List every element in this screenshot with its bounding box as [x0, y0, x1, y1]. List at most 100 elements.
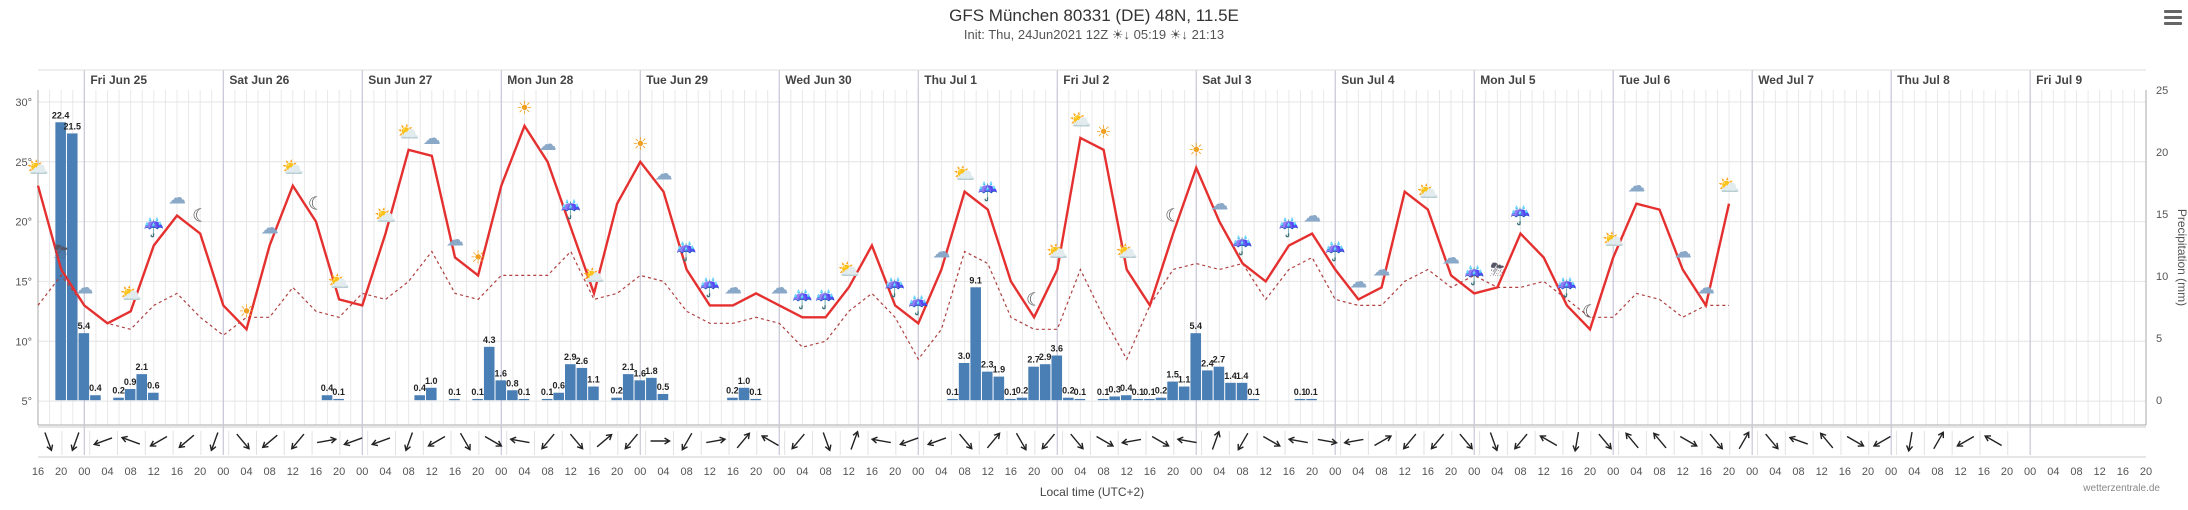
wind-arrow [209, 432, 219, 452]
precip-label: 0.1 [1294, 387, 1307, 397]
precip-label: 21.5 [63, 121, 81, 131]
x-tick-label: 12 [1955, 466, 1967, 478]
wind-arrow [1738, 431, 1750, 450]
wind-arrow [1933, 431, 1945, 450]
cloud-icon: ☁ [770, 277, 788, 297]
x-tick-label: 20 [1306, 466, 1318, 478]
wind-arrow [650, 437, 671, 445]
precip-label: 0.1 [1305, 387, 1318, 397]
sun-icon: ☀ [238, 301, 254, 321]
precip-bar [495, 380, 507, 401]
rain-icon: ☔ [1231, 234, 1253, 255]
partly-sunny-icon: ⛅ [838, 259, 860, 279]
x-tick-label: 04 [1074, 466, 1086, 478]
precip-label: 2.9 [564, 352, 577, 362]
x-tick-label: 08 [1792, 466, 1804, 478]
x-tick-label: 16 [2117, 466, 2129, 478]
x-tick-label: 12 [1399, 466, 1411, 478]
x-tick-label: 08 [542, 466, 554, 478]
precip-label: 1.6 [495, 368, 508, 378]
precip-bar [1190, 333, 1202, 401]
precip-bar [113, 397, 124, 401]
x-tick-label: 20 [2140, 466, 2152, 478]
precip-bar [1109, 396, 1120, 401]
rain-icon: ☔ [977, 181, 999, 202]
x-tick-label: 12 [1538, 466, 1550, 478]
x-tick-label: 00 [1885, 466, 1897, 478]
wind-arrow [822, 432, 832, 452]
precip-label: 2.4 [1201, 358, 1214, 368]
x-tick-label: 16 [449, 466, 461, 478]
precip-bar [483, 346, 495, 401]
x-tick-label: 20 [333, 466, 345, 478]
x-tick-label: 04 [1352, 466, 1364, 478]
wind-arrow [899, 437, 919, 447]
cloud-icon: ☁ [932, 241, 950, 261]
wind-arrow [1765, 433, 1779, 450]
x-tick-label: 08 [958, 466, 970, 478]
wind-arrow [149, 435, 168, 447]
x-tick-label: 04 [2047, 466, 2059, 478]
x-tick-label: 00 [356, 466, 368, 478]
precip-bar [1039, 364, 1051, 401]
precip-label: 0.1 [332, 387, 345, 397]
precip-bar [449, 398, 460, 401]
precip-label: 0.1 [1074, 387, 1087, 397]
precip-bar [970, 287, 981, 401]
x-tick-label: 12 [982, 466, 994, 478]
precip-label: 0.4 [89, 383, 102, 393]
day-label: Sun Jun 27 [368, 73, 432, 87]
wind-arrow [596, 433, 613, 448]
x-tick-label: 16 [1839, 466, 1851, 478]
x-tick-label: 20 [1167, 466, 1179, 478]
y2-axis-label: Precipitation (mm) [2175, 209, 2188, 306]
wind-arrow [1625, 432, 1639, 449]
partly-sunny-icon: ⛅ [583, 265, 605, 285]
wind-arrow [44, 432, 54, 452]
cloud-icon: ☁ [423, 128, 441, 148]
precip-bar [1074, 398, 1086, 401]
cloud-icon: ☁ [446, 230, 464, 250]
x-tick-label: 08 [819, 466, 831, 478]
precip-bar [958, 362, 970, 401]
x-tick-label: 00 [495, 466, 507, 478]
precip-bar [727, 397, 738, 401]
precip-label: 2.3 [981, 360, 994, 370]
day-label: Thu Jul 1 [924, 73, 977, 87]
y2-tick-label: 0 [2156, 395, 2162, 407]
wind-arrow [370, 437, 391, 447]
precip-label: 1.5 [1166, 370, 1179, 380]
wind-arrow [1015, 432, 1027, 451]
wind-arrow [343, 437, 363, 447]
precip-label: 1.4 [1236, 371, 1249, 381]
menu-icon[interactable] [2164, 10, 2182, 28]
cloud-icon: ☁ [724, 277, 742, 297]
wind-arrow [736, 432, 751, 449]
precip-label: 0.2 [112, 386, 125, 396]
precip-bar [414, 395, 426, 401]
x-tick-label: 08 [125, 466, 137, 478]
precip-label: 0.1 [448, 387, 461, 397]
sun-icon: ☀ [632, 134, 648, 154]
wind-arrow [316, 436, 338, 444]
x-tick-label: 12 [1816, 466, 1828, 478]
x-tick-label: 20 [55, 466, 67, 478]
x-tick-label: 20 [1445, 466, 1457, 478]
precip-label: 2.7 [1213, 355, 1226, 365]
chart-subtitle: Init: Thu, 24Jun2021 12Z ☀↓ 05:19 ☀↓ 21:… [0, 27, 2188, 43]
precip-label: 1.4 [1224, 371, 1237, 381]
precip-label: 0.1 [1004, 387, 1017, 397]
wind-arrow [624, 433, 639, 450]
precip-bar [1097, 398, 1109, 401]
precip-label: 0.1 [1132, 387, 1145, 397]
x-tick-label: 12 [704, 466, 716, 478]
precip-label: 0.9 [124, 377, 137, 387]
moon-icon: ☾ [1582, 301, 1598, 321]
x-tick-label: 16 [1422, 466, 1434, 478]
precip-label: 0.6 [552, 381, 565, 391]
precip-bar [646, 377, 657, 401]
precip-bar [1051, 355, 1063, 401]
dewpoint-line [37, 250, 1729, 361]
precip-label: 0.2 [726, 386, 739, 396]
